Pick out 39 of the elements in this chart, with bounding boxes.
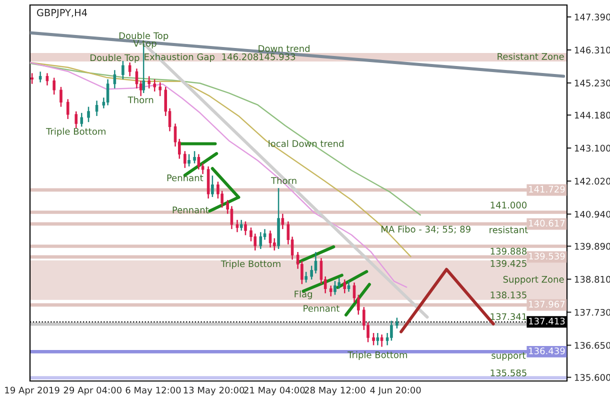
annotation: 137.341 [490, 313, 526, 320]
annotation: support [492, 352, 526, 361]
x-tick-label: 4 Jun 20:00 [370, 386, 421, 396]
x-tick-label: 13 May 20:00 [184, 386, 244, 396]
x-tick-label: 21 May 04:00 [244, 386, 305, 396]
band-label: Support Zone [503, 276, 564, 284]
chart-title: GBPJPY,H4 [36, 8, 87, 18]
annotation: Double Top [90, 54, 140, 63]
annotation: 145.933 [259, 53, 296, 60]
annotation: Triple Bottom [220, 260, 280, 269]
ref-line-label: 136.439 [529, 347, 565, 354]
annotation: Thorn [128, 96, 154, 104]
ref-line-label: 140.617 [529, 220, 565, 227]
annotation: 135.585 [490, 369, 526, 376]
x-tick-label: 29 Apr 04:00 [64, 386, 122, 396]
annotation: 146.208 [222, 53, 258, 60]
annotation: Double Top [119, 32, 168, 41]
annotation: Triple Bottom [348, 351, 407, 360]
x-tick-label: 6 May 12:00 [126, 386, 181, 396]
annotation: Thorn [271, 177, 296, 184]
annotation: Exhaustion Gap [144, 53, 214, 62]
annotation: Pennant [167, 174, 204, 182]
annotation: Pennant [304, 305, 340, 312]
annotation: 139.425 [490, 260, 526, 267]
annotation: Pennant [172, 206, 209, 214]
ref-line-label: 139.539 [529, 252, 565, 260]
band-label: Resistant Zone [498, 52, 564, 60]
ref-line-label: 137.413 [529, 318, 565, 325]
annotation: 139.888 [490, 248, 527, 255]
annotation: Triple Bottom [46, 128, 106, 137]
ref-line-label: 137.967 [529, 300, 565, 308]
x-tick-label: 28 May 12:00 [304, 386, 366, 396]
annotation: 141.000 [490, 202, 527, 208]
annotation: Flag [294, 290, 312, 300]
annotation: Down trend [258, 44, 310, 52]
annotation: 138.135 [490, 292, 526, 298]
annotation: resistant [490, 226, 528, 234]
x-tick-label: 19 Apr 2019 [5, 386, 60, 396]
ref-line-label: 141.729 [529, 186, 565, 193]
